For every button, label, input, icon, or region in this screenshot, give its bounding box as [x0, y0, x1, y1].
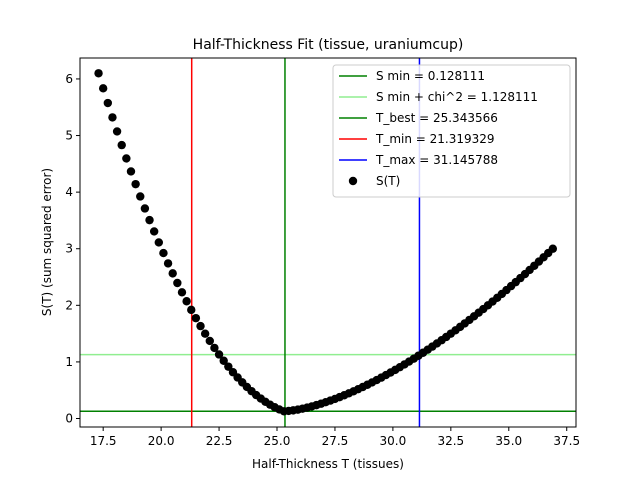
- data-point: [159, 248, 168, 258]
- y-axis-ticks: 0 1 2 3 4 5 6: [65, 72, 80, 426]
- data-point: [98, 84, 108, 93]
- x-tick-label: 30.0: [380, 434, 407, 448]
- legend: S min = 0.128111 S min + chi^2 = 1.128111…: [332, 64, 571, 198]
- data-point: [168, 269, 177, 278]
- data-point: [131, 179, 140, 189]
- data-point: [177, 288, 187, 297]
- data-point: [224, 362, 233, 371]
- data-point: [163, 259, 173, 268]
- chart-title: Half-Thickness Fit (tissue, uraniumcup): [193, 37, 464, 53]
- data-point: [149, 227, 159, 236]
- data-point: [205, 336, 214, 346]
- data-point: [145, 215, 154, 225]
- legend-box: [332, 64, 571, 198]
- plot-frame: [79, 57, 577, 428]
- y-axis-label: S(T) (sum squared error): [40, 168, 54, 316]
- data-point: [140, 204, 150, 213]
- x-axis-ticks: 17.5 20.0 22.5 25.0 27.5 30.0 32.5 35.0 37.5: [90, 427, 580, 448]
- data-point: [548, 244, 558, 253]
- x-tick-label: 20.0: [148, 434, 175, 448]
- x-tick-label: 37.5: [553, 434, 580, 448]
- data-point: [200, 329, 210, 338]
- y-tick-label: 0: [65, 412, 73, 426]
- x-tick-label: 25.0: [264, 434, 291, 448]
- data-point: [112, 127, 122, 136]
- y-tick-label: 6: [65, 72, 73, 86]
- data-point: [103, 98, 113, 108]
- data-point: [219, 356, 228, 365]
- x-tick-label: 22.5: [206, 434, 233, 448]
- data-point: [154, 238, 164, 247]
- data-point: [136, 192, 145, 201]
- data-point: [182, 297, 191, 306]
- y-tick-label: 3: [65, 242, 73, 256]
- legend-marker: [348, 176, 358, 186]
- data-point: [196, 321, 205, 331]
- data-point: [126, 167, 136, 176]
- x-tick-label: 17.5: [90, 434, 117, 448]
- data-point: [210, 343, 219, 353]
- data-point: [187, 305, 196, 315]
- legend-label: T_max = 31.145788: [375, 153, 498, 167]
- legend-label: S(T): [376, 174, 400, 188]
- x-tick-label: 27.5: [322, 434, 349, 448]
- x-axis-label: Half-Thickness T (tissues): [252, 457, 404, 471]
- y-tick-label: 2: [65, 298, 73, 312]
- data-point: [94, 69, 103, 78]
- x-tick-label: 35.0: [495, 434, 522, 448]
- data-point: [173, 278, 182, 288]
- data-point: [108, 113, 117, 122]
- legend-label: T_best = 25.343566: [375, 111, 498, 125]
- y-tick-label: 4: [65, 185, 73, 199]
- data-point: [117, 140, 126, 150]
- data-point: [191, 313, 201, 323]
- legend-label: S min = 0.128111: [376, 69, 485, 83]
- legend-label: T_min = 21.319329: [375, 132, 495, 146]
- x-tick-label: 32.5: [437, 434, 464, 448]
- data-point: [122, 154, 131, 163]
- scatter-points: [94, 69, 558, 416]
- y-tick-label: 5: [65, 129, 73, 143]
- reference-lines: [80, 58, 576, 427]
- data-point: [214, 350, 224, 359]
- legend-label: S min + chi^2 = 1.128111: [376, 90, 538, 104]
- y-tick-label: 1: [65, 355, 73, 369]
